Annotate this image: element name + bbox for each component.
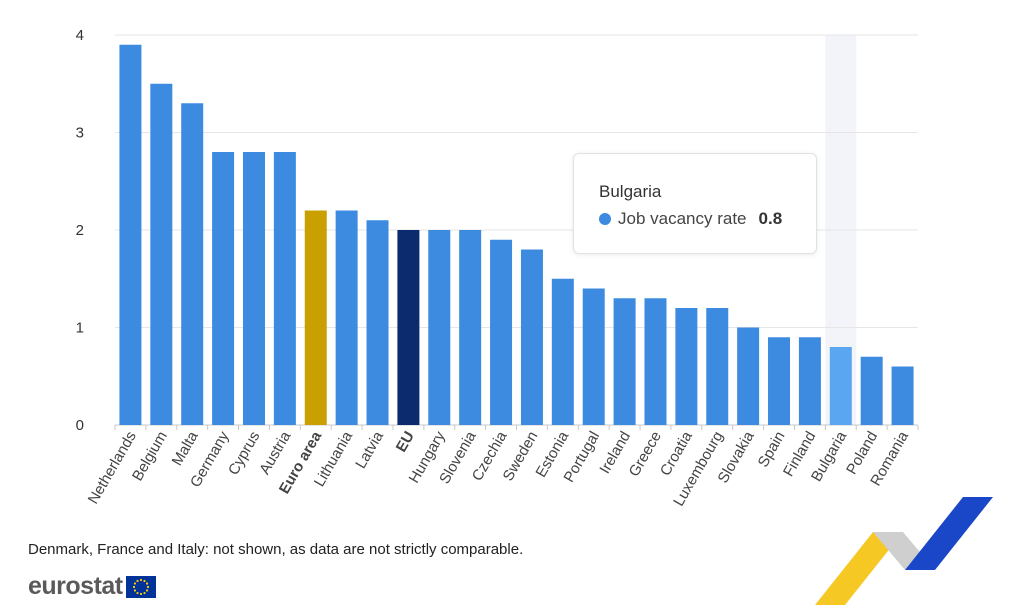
bar-cyprus[interactable] <box>242 152 265 425</box>
tooltip-series-label: Job vacancy rate <box>618 209 747 228</box>
bar-croatia[interactable] <box>675 308 698 425</box>
footnote: Denmark, France and Italy: not shown, as… <box>28 541 524 558</box>
bar-sweden[interactable] <box>520 249 543 426</box>
flag-star <box>133 581 136 585</box>
x-tick-label: Netherlands <box>85 429 140 508</box>
bar-malta[interactable] <box>181 103 204 425</box>
bar-spain[interactable] <box>768 337 791 425</box>
bar-austria[interactable] <box>273 152 296 425</box>
bar-portugal[interactable] <box>582 288 605 426</box>
bar-germany[interactable] <box>212 152 235 425</box>
x-axis-ticks: NetherlandsBelgiumMaltaGermanyCyprusAust… <box>85 425 919 509</box>
eurostat-logo[interactable]: eurostat <box>28 572 156 601</box>
flag-star <box>143 579 146 582</box>
y-tick-label: 4 <box>76 27 84 44</box>
y-tick-label: 0 <box>76 417 84 434</box>
tooltip-row: Job vacancy rate 0.8 <box>599 209 782 229</box>
bar-latvia[interactable] <box>366 220 389 425</box>
x-tick-label: EU <box>393 429 418 456</box>
bar-luxembourg[interactable] <box>706 308 729 425</box>
eurostat-wordmark: eurostat <box>28 572 123 600</box>
tooltip-value: 0.8 <box>758 209 783 228</box>
bar-hungary[interactable] <box>428 230 451 425</box>
flag-star <box>145 588 148 592</box>
flag-star <box>136 579 139 582</box>
flag-star <box>139 578 142 581</box>
flag-star <box>136 591 139 594</box>
y-tick-label: 2 <box>76 222 84 239</box>
bars <box>119 44 914 426</box>
bar-estonia[interactable] <box>551 278 574 425</box>
flag-star <box>133 588 136 592</box>
chart-tooltip: Bulgaria Job vacancy rate 0.8 <box>573 153 817 254</box>
flag-star <box>132 585 135 588</box>
bar-slovenia[interactable] <box>459 230 482 425</box>
flag-star <box>143 591 146 594</box>
tooltip-title: Bulgaria <box>599 182 662 201</box>
bar-romania[interactable] <box>891 366 914 426</box>
y-tick-label: 1 <box>76 320 84 337</box>
bar-euro-area[interactable] <box>304 210 327 426</box>
bar-lithuania[interactable] <box>335 210 358 426</box>
bar-belgium[interactable] <box>150 83 173 425</box>
bar-bulgaria[interactable] <box>829 347 852 425</box>
y-tick-label: 3 <box>76 125 84 142</box>
y-axis-ticks: 0 1 2 3 4 <box>76 27 84 434</box>
bar-finland[interactable] <box>798 337 821 425</box>
bar-netherlands[interactable] <box>119 44 142 425</box>
bar-eu[interactable] <box>397 230 420 425</box>
bar-greece[interactable] <box>644 298 667 425</box>
eu-flag-icon <box>125 575 156 598</box>
series-dot-icon <box>599 213 611 225</box>
x-tick-label: Latvia <box>352 428 387 472</box>
bar-slovakia[interactable] <box>737 327 760 426</box>
bar-chart: 0 1 2 3 4 NetherlandsBelgiumMaltaGermanyCypr… <box>76 27 919 509</box>
decorative-arrow-graphic <box>815 497 993 605</box>
bar-czechia[interactable] <box>490 239 513 425</box>
bar-ireland[interactable] <box>613 298 636 425</box>
bar-poland[interactable] <box>860 356 883 425</box>
flag-star <box>145 581 148 585</box>
flag-star <box>146 585 149 588</box>
flag-star <box>139 592 142 595</box>
